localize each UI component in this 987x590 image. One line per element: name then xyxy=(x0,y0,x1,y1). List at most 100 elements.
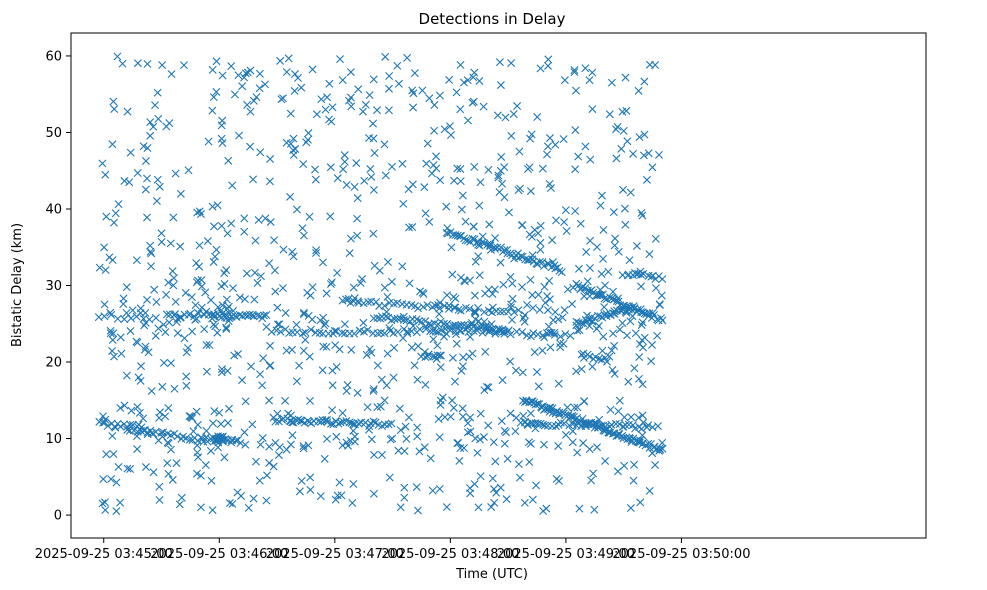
track-point xyxy=(508,251,517,260)
track-point xyxy=(245,310,254,319)
track-point xyxy=(506,330,515,339)
data-point xyxy=(195,262,204,271)
data-point xyxy=(273,303,282,312)
track-point xyxy=(534,330,542,339)
data-point xyxy=(568,438,577,447)
data-point xyxy=(208,506,217,515)
data-point xyxy=(542,504,551,513)
data-point xyxy=(621,73,630,82)
data-point xyxy=(570,403,579,412)
data-point xyxy=(234,71,243,80)
data-point xyxy=(132,256,141,265)
data-point xyxy=(541,298,550,307)
data-point xyxy=(400,493,409,502)
data-point xyxy=(143,213,151,222)
data-point xyxy=(383,292,392,301)
data-point xyxy=(327,117,336,126)
data-point xyxy=(657,291,666,300)
data-point xyxy=(213,201,222,210)
data-point xyxy=(561,430,570,439)
track-point xyxy=(185,435,194,444)
data-point xyxy=(588,362,597,371)
track-point xyxy=(232,436,241,445)
data-point xyxy=(133,168,142,177)
data-point xyxy=(172,459,181,468)
data-point xyxy=(266,217,275,226)
x-tick-label: 2025-09-25 03:47:00 xyxy=(266,547,404,562)
track-point xyxy=(618,431,627,440)
data-point xyxy=(270,236,279,245)
data-point xyxy=(337,491,346,500)
data-point xyxy=(133,59,142,68)
data-point xyxy=(106,329,115,338)
data-point xyxy=(165,119,174,128)
data-point xyxy=(420,443,429,452)
data-point xyxy=(498,376,507,385)
data-point xyxy=(116,498,125,507)
track-point xyxy=(557,268,566,277)
track-point xyxy=(145,315,154,324)
data-point xyxy=(244,503,253,512)
track-point xyxy=(465,304,474,313)
track-point xyxy=(267,327,276,336)
data-point xyxy=(539,440,548,449)
data-point xyxy=(255,84,264,93)
data-point xyxy=(475,201,484,210)
data-point xyxy=(430,101,439,110)
data-point xyxy=(440,413,449,422)
data-point xyxy=(648,340,657,349)
data-point xyxy=(410,361,419,370)
data-point xyxy=(255,69,264,78)
track-point xyxy=(369,314,378,323)
data-point xyxy=(100,300,109,309)
data-point xyxy=(140,345,149,354)
data-point xyxy=(209,320,218,329)
track-point xyxy=(429,326,438,335)
track-point xyxy=(453,231,462,240)
data-point xyxy=(308,65,317,74)
data-point xyxy=(515,147,524,156)
data-point xyxy=(597,270,606,279)
data-point xyxy=(292,205,301,214)
data-point xyxy=(321,319,330,328)
data-point xyxy=(154,324,163,333)
track-point xyxy=(556,332,565,341)
data-point xyxy=(227,62,236,71)
track-point xyxy=(522,331,531,340)
data-point xyxy=(356,279,365,288)
data-point xyxy=(629,149,638,158)
data-point xyxy=(271,438,280,447)
track-point xyxy=(318,416,327,425)
data-point xyxy=(162,290,171,299)
data-point xyxy=(223,366,232,375)
data-point xyxy=(127,406,136,415)
track-point xyxy=(435,304,444,313)
data-point xyxy=(369,386,378,395)
data-point xyxy=(159,320,168,329)
track-point xyxy=(461,236,470,245)
data-point xyxy=(523,300,532,309)
track-point xyxy=(450,303,459,312)
track-point xyxy=(132,312,141,321)
track-point xyxy=(536,419,545,428)
data-point xyxy=(218,139,227,148)
track-point xyxy=(259,311,268,320)
data-point xyxy=(619,126,628,135)
data-point xyxy=(208,106,217,115)
data-point xyxy=(192,469,201,478)
data-point xyxy=(117,349,126,358)
data-point xyxy=(506,272,515,281)
data-point xyxy=(377,450,386,459)
data-point xyxy=(506,303,515,312)
data-point xyxy=(331,341,340,350)
data-point xyxy=(630,364,639,373)
data-point xyxy=(463,428,472,437)
data-point xyxy=(166,239,175,248)
data-point xyxy=(180,334,189,343)
data-point xyxy=(653,331,662,340)
data-point xyxy=(610,341,619,350)
data-point xyxy=(459,353,468,362)
data-point xyxy=(353,194,362,203)
track-point xyxy=(262,311,271,319)
data-point xyxy=(171,297,180,306)
